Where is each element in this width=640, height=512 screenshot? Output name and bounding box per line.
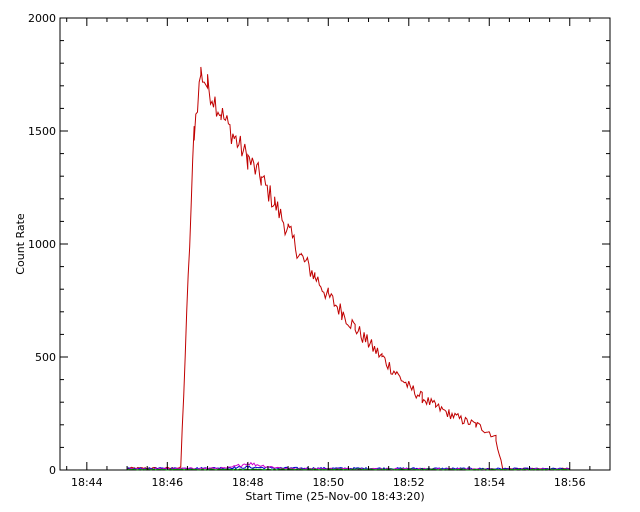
x-tick-label: 18:52 — [393, 476, 425, 489]
y-axis-title: Count Rate — [14, 213, 27, 275]
x-tick-label: 18:50 — [312, 476, 344, 489]
x-tick-label: 18:46 — [151, 476, 183, 489]
x-tick-label: 18:44 — [71, 476, 103, 489]
series-line-0 — [126, 66, 570, 471]
y-tick-label: 1000 — [28, 238, 56, 251]
x-tick-label: 18:54 — [473, 476, 505, 489]
series-group — [126, 66, 570, 471]
plot-frame — [59, 17, 611, 471]
y-tick-label: 2000 — [28, 12, 56, 25]
y-tick-label: 1500 — [28, 125, 56, 138]
x-axis: 18:44 18:46 18:48 18:50 18:52 18:54 18:56 — [66, 18, 611, 489]
y-tick-label: 0 — [49, 464, 56, 477]
x-tick-label: 18:48 — [232, 476, 264, 489]
y-tick-label: 500 — [35, 351, 56, 364]
series-line-3 — [127, 468, 570, 471]
x-axis-title: Start Time (25-Nov-00 18:43:20) — [245, 490, 424, 503]
x-tick-label: 18:56 — [554, 476, 586, 489]
y-axis: 0 500 1000 1500 2000 — [28, 12, 610, 477]
